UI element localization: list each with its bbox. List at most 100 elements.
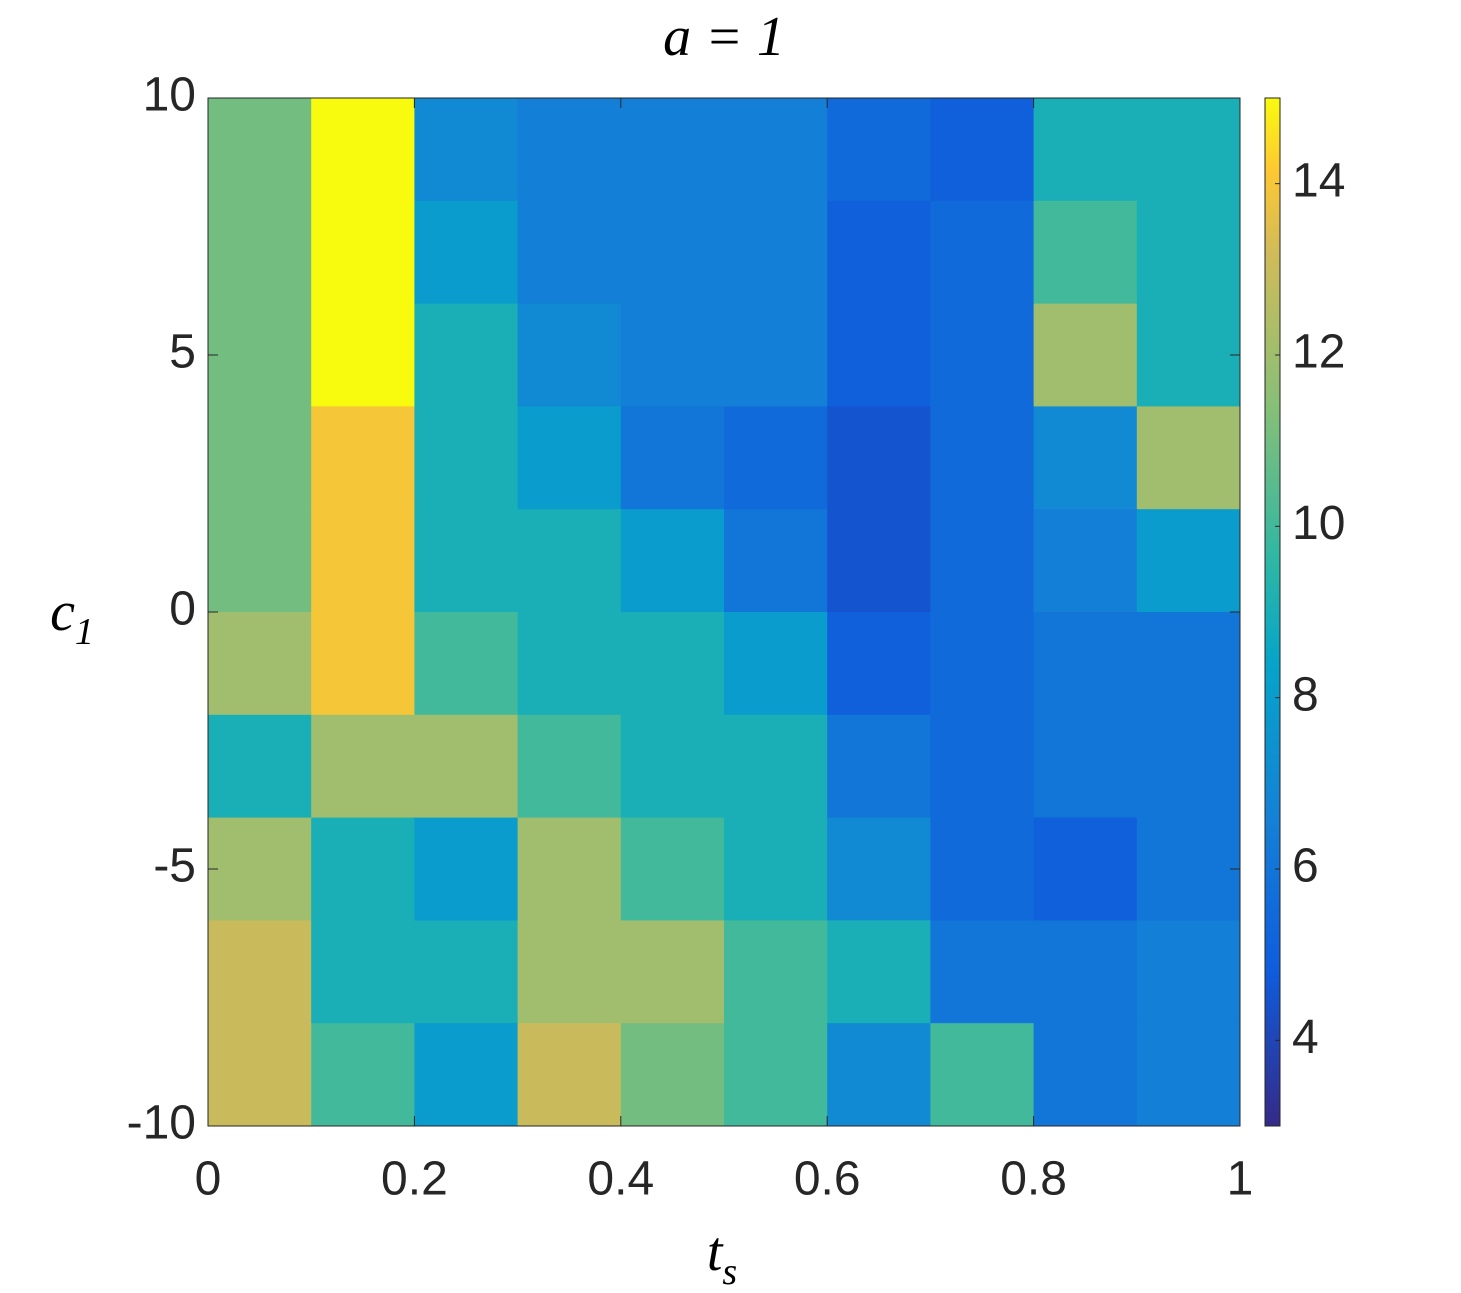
x-axis-label: ts [707,1221,737,1293]
heat-cell [1033,406,1138,510]
heat-cell [1033,1023,1138,1127]
heat-cell [517,1023,622,1127]
heat-cell [414,98,519,202]
heat-cell [208,200,312,305]
heat-cell [1033,303,1138,407]
heat-cell [1033,612,1138,716]
heat-cell [311,1023,415,1127]
heat-cell [311,920,415,1024]
heat-cell [1033,714,1138,819]
heat-cell [827,303,931,407]
chart-title: a = 1 [663,6,785,68]
heat-cell [724,200,828,305]
heat-cell [208,920,312,1024]
heat-cell [930,714,1035,819]
heat-cell [208,612,312,716]
heat-cell [1136,612,1241,716]
heat-cell [311,612,415,716]
heat-cell [517,98,622,202]
heat-cell [208,303,312,407]
y-axis-label: c1 [50,581,94,653]
x-tick-label: 0.8 [1000,1153,1067,1206]
heat-cell [1033,920,1138,1024]
heat-cell [930,920,1035,1024]
heat-cell [620,714,725,819]
heat-cell [311,98,415,202]
heat-cell [930,509,1035,613]
heat-cell [208,509,312,613]
heat-cell [1136,817,1241,921]
plot-frame [207,97,1241,1127]
y-tick-label: 0 [169,583,196,636]
heat-cell [311,714,415,819]
heat-cell [208,817,312,921]
heat-cell [1136,714,1241,819]
heat-cell [1136,200,1241,305]
heat-cell [620,920,725,1024]
colorbar-tick-label: 6 [1292,840,1319,893]
heat-cell [930,98,1035,202]
heat-cell [724,303,828,407]
heat-cell [311,509,415,613]
heat-cell [620,509,725,613]
heat-cell [930,817,1035,921]
colorbar [1264,97,1281,1127]
heat-cell [414,303,519,407]
heat-cell [827,98,931,202]
y-tick-label: 10 [143,69,196,122]
heat-cell [1033,509,1138,613]
heat-cell [517,920,622,1024]
heat-cell [827,714,931,819]
heat-cell [724,612,828,716]
heat-cell [311,817,415,921]
heat-cell [724,509,828,613]
heat-cell [930,303,1035,407]
heat-cell [414,817,519,921]
heat-cell [620,612,725,716]
y-tick-label: -10 [127,1097,196,1150]
heat-cell [1136,509,1241,613]
heat-cell [414,714,519,819]
heat-cell [930,612,1035,716]
colorbar-tick-label: 12 [1292,326,1345,379]
heat-cell [930,1023,1035,1127]
heat-cell [827,612,931,716]
heat-cell [517,406,622,510]
y-tick-label: -5 [153,840,196,893]
heat-cell [517,509,622,613]
heat-cell [724,920,828,1024]
x-tick-label: 0.2 [381,1153,448,1206]
heat-cell [827,509,931,613]
heat-cell [208,406,312,510]
heat-cell [1136,406,1241,510]
heat-cell [620,817,725,921]
heat-cell [311,303,415,407]
heat-cell [620,200,725,305]
heat-cell [620,1023,725,1127]
colorbar-tick-label: 10 [1292,497,1345,550]
heat-cell [827,920,931,1024]
x-tick-label: 0.6 [794,1153,861,1206]
heat-cell [620,406,725,510]
heat-cell [414,200,519,305]
heat-cell [311,406,415,510]
heat-cell [1033,817,1138,921]
heat-cell [208,98,312,202]
colorbar-tick-label: 14 [1292,154,1345,207]
heat-cell [414,920,519,1024]
heat-cell [208,714,312,819]
heat-cell [620,303,725,407]
heat-cell [311,200,415,305]
x-tick-label: 0.4 [587,1153,654,1206]
x-tick-label: 0 [195,1153,222,1206]
heat-cell [827,817,931,921]
heat-cell [724,98,828,202]
colorbar-tick-label: 8 [1292,668,1319,721]
heat-cell [1136,303,1241,407]
heat-cell [517,200,622,305]
heat-cell [930,406,1035,510]
colorbar-tick-label: 4 [1292,1011,1319,1064]
heat-cell [724,714,828,819]
heat-cell [414,406,519,510]
